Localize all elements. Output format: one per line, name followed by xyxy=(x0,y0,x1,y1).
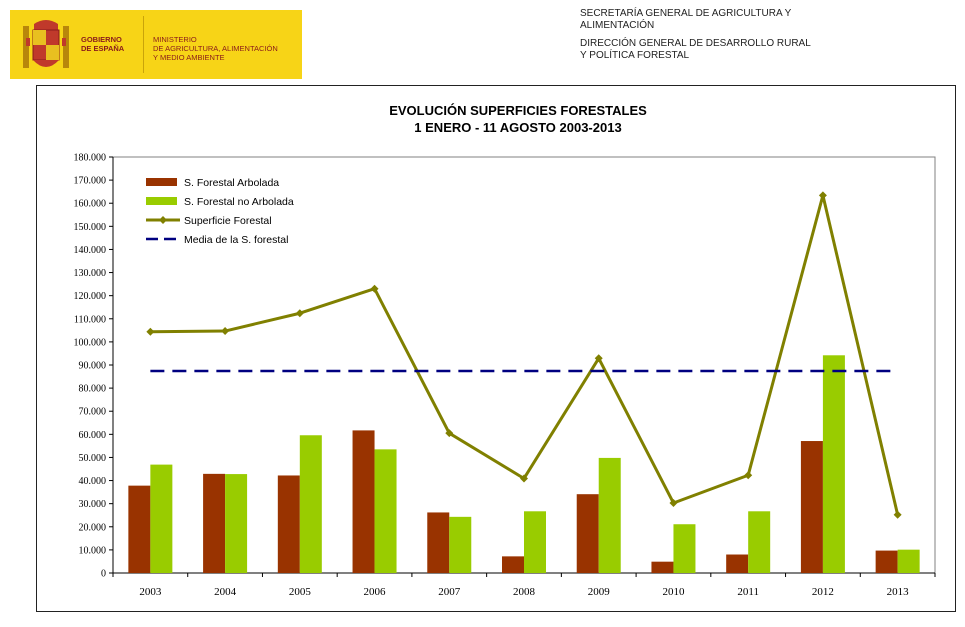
logo-divider xyxy=(143,16,144,73)
government-logo-banner: GOBIERNO DE ESPAÑA MINISTERIO DE AGRICUL… xyxy=(10,10,302,79)
bar-arbolada xyxy=(651,561,674,573)
total-line-marker xyxy=(221,327,230,336)
x-tick-label: 2006 xyxy=(364,586,387,598)
legend-marker xyxy=(159,216,167,224)
y-tick-label: 160.000 xyxy=(74,199,107,210)
x-tick-label: 2003 xyxy=(139,586,162,598)
y-tick-label: 90.000 xyxy=(79,361,107,372)
y-tick-label: 20.000 xyxy=(79,522,107,533)
x-tick-label: 2010 xyxy=(662,586,685,598)
total-line-marker xyxy=(893,510,902,519)
bar-no-arbolada xyxy=(524,511,546,573)
total-line-marker xyxy=(445,429,454,438)
bar-arbolada xyxy=(277,475,300,573)
x-tick-label: 2008 xyxy=(513,586,536,598)
total-line-marker xyxy=(669,498,678,507)
total-line-marker xyxy=(818,191,827,200)
y-tick-label: 60.000 xyxy=(79,430,107,441)
x-tick-label: 2013 xyxy=(887,586,910,598)
total-line-marker xyxy=(146,327,155,336)
bar-arbolada xyxy=(352,430,375,573)
bar-arbolada xyxy=(502,556,524,573)
y-tick-label: 140.000 xyxy=(74,245,107,256)
bar-arbolada xyxy=(576,494,599,573)
y-tick-label: 80.000 xyxy=(79,384,107,395)
y-tick-label: 130.000 xyxy=(74,268,107,279)
y-tick-label: 100.000 xyxy=(74,337,107,348)
bar-arbolada xyxy=(875,550,898,573)
y-tick-label: 40.000 xyxy=(79,476,107,487)
legend-swatch xyxy=(146,197,177,205)
x-tick-label: 2007 xyxy=(438,586,461,598)
legend-label: S. Forestal no Arbolada xyxy=(184,196,294,208)
legend-label: Media de la S. forestal xyxy=(184,234,288,246)
x-tick-label: 2009 xyxy=(588,586,611,598)
y-tick-label: 10.000 xyxy=(79,545,107,556)
bar-arbolada xyxy=(427,512,450,573)
direccion-heading: DIRECCIÓN GENERAL DE DESARROLLO RURAL Y … xyxy=(580,38,811,61)
bar-no-arbolada xyxy=(822,355,845,573)
bar-no-arbolada xyxy=(748,511,771,573)
y-tick-label: 0 xyxy=(101,569,106,580)
y-tick-label: 110.000 xyxy=(74,314,106,325)
x-tick-label: 2012 xyxy=(812,586,834,598)
legend: S. Forestal Arbolada S. Forestal no Arbol… xyxy=(146,177,294,246)
bar-no-arbolada xyxy=(150,464,173,573)
y-tick-label: 150.000 xyxy=(74,222,107,233)
bar-no-arbolada xyxy=(598,457,621,573)
bar-no-arbolada xyxy=(225,474,248,573)
plot-area: 0 10.000 20.000 30.000 40.000 50.000 60.000 70.… xyxy=(74,153,936,598)
total-line-marker xyxy=(520,474,528,483)
chart-subtitle: 1 ENERO - 11 AGOSTO 2003-2013 xyxy=(414,120,621,135)
total-line-marker xyxy=(594,354,603,363)
total-line-marker xyxy=(295,309,304,318)
legend-swatch xyxy=(146,178,177,186)
total-line-marker xyxy=(744,471,753,480)
total-line-marker xyxy=(370,284,379,293)
bar-no-arbolada xyxy=(374,449,397,573)
y-tick-label: 70.000 xyxy=(79,407,107,418)
bar-no-arbolada xyxy=(449,516,472,573)
x-tick-label: 2005 xyxy=(289,586,312,598)
y-tick-label: 30.000 xyxy=(79,499,107,510)
x-tick-label: 2004 xyxy=(214,586,237,598)
y-tick-label: 170.000 xyxy=(74,176,107,187)
y-tick-label: 180.000 xyxy=(74,153,107,164)
government-name: GOBIERNO DE ESPAÑA xyxy=(81,35,125,53)
legend-label: Superficie Forestal xyxy=(184,215,272,227)
bar-no-arbolada xyxy=(673,524,696,573)
coat-of-arms-icon xyxy=(23,20,69,68)
secretaria-heading: SECRETARÍA GENERAL DE AGRICULTURA Y ALIM… xyxy=(580,8,792,31)
bar-arbolada xyxy=(203,473,226,573)
legend-label: S. Forestal Arbolada xyxy=(184,177,279,189)
bar-no-arbolada xyxy=(299,435,322,573)
bar-arbolada xyxy=(800,441,823,573)
bar-arbolada xyxy=(726,554,749,573)
bar-no-arbolada xyxy=(897,549,920,573)
chart-title: EVOLUCIÓN SUPERFICIES FORESTALES xyxy=(389,103,647,118)
bar-arbolada xyxy=(128,485,151,573)
y-tick-label: 50.000 xyxy=(79,453,107,464)
x-tick-label: 2011 xyxy=(737,586,759,598)
y-tick-label: 120.000 xyxy=(74,291,107,302)
ministry-name: MINISTERIO DE AGRICULTURA, ALIMENTACIÓN … xyxy=(153,35,278,62)
chart-frame xyxy=(36,85,956,612)
